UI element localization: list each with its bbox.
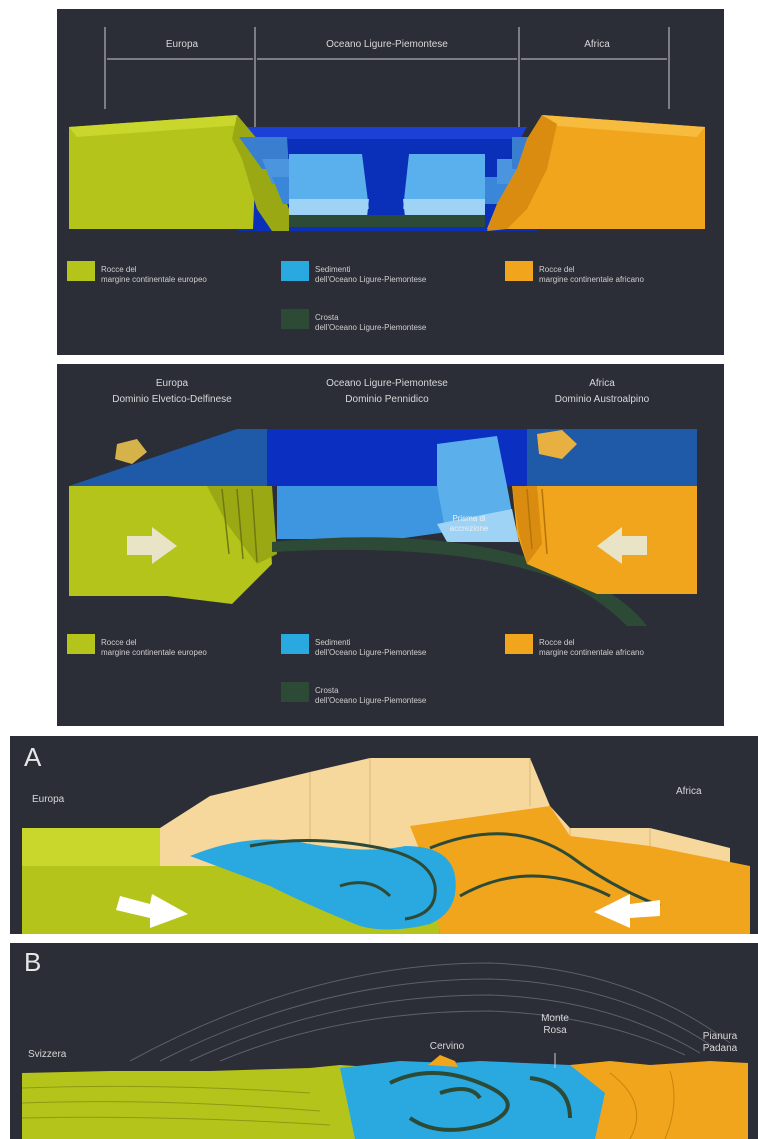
- svizzera-label: Svizzera: [28, 1049, 67, 1060]
- panel-b-present-day: B Svizzera Cervino Monte Rosa Pianura Pada…: [10, 943, 758, 1139]
- present-day-section-diagram: [21, 962, 748, 1139]
- cervino-label: Cervino: [429, 1041, 465, 1052]
- legend-european-rocks: Rocce del margine continentale europeo: [101, 265, 207, 284]
- collision-block-diagram: [22, 758, 750, 934]
- africa-label: Africa: [584, 39, 610, 50]
- panel-ocean-opening: Europa Oceano Ligure-Piemontese Africa R…: [57, 9, 724, 355]
- ocean-opening-block-diagram: [67, 27, 705, 329]
- legend-ocean-crust: Crosta dell'Oceano Ligure-Piemontese: [315, 313, 427, 332]
- ocean-label: Oceano Ligure-Piemontese: [326, 39, 448, 50]
- africa-label: Africa: [589, 378, 615, 389]
- legend-ocean-sediments: Sedimenti dell'Oceano Ligure-Piemontese: [315, 265, 427, 284]
- panel-subduction: Europa Dominio Elvetico-Delfinese Oceano…: [57, 364, 724, 726]
- subduction-block-diagram: [67, 429, 697, 702]
- europe-domain-label: Dominio Elvetico-Delfinese: [112, 394, 232, 405]
- legend-european-rocks: Rocce del margine continentale europeo: [101, 638, 207, 657]
- africa-label: Africa: [676, 786, 702, 797]
- ocean-label: Oceano Ligure-Piemontese: [326, 378, 448, 389]
- europe-label: Europa: [32, 794, 65, 805]
- legend-ocean-crust: Crosta dell'Oceano Ligure-Piemontese: [315, 686, 427, 705]
- legend-african-rocks: Rocce del margine continentale africano: [539, 638, 644, 657]
- legend-ocean-sediments: Sedimenti dell'Oceano Ligure-Piemontese: [315, 638, 427, 657]
- africa-domain-label: Dominio Austroalpino: [554, 394, 650, 405]
- europe-label: Europa: [155, 378, 189, 389]
- accretion-prism-label: Prisma di accrezione: [449, 514, 489, 533]
- ocean-domain-label: Dominio Pennidico: [345, 394, 429, 405]
- panel-letter-b: B: [24, 947, 42, 977]
- monte-rosa-label: Monte Rosa: [541, 1013, 569, 1036]
- panel-a-collision: A Europa Africa: [10, 736, 758, 934]
- legend-african-rocks: Rocce del margine continentale africano: [539, 265, 644, 284]
- pianura-padana-label: Pianura Padana: [702, 1031, 738, 1054]
- europe-label: Europa: [165, 39, 199, 50]
- panel-letter-a: A: [24, 742, 42, 772]
